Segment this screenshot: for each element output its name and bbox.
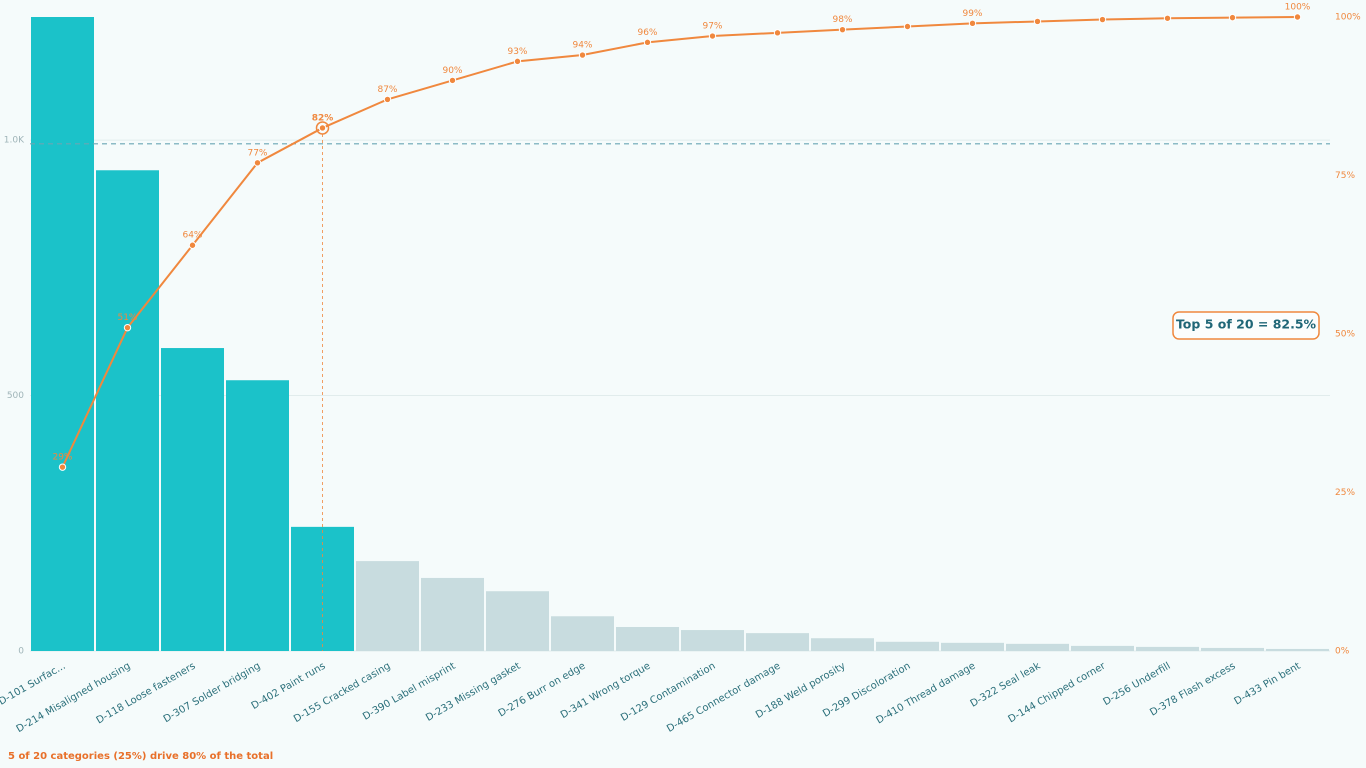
cumulative-point <box>318 124 327 132</box>
data-label: 90% <box>442 66 462 76</box>
data-label: 87% <box>377 85 397 95</box>
cumulative-point <box>1033 17 1042 26</box>
highlight-ring <box>315 121 330 135</box>
bar <box>811 638 874 651</box>
data-label: 77% <box>247 148 267 158</box>
cumulative-point <box>968 19 977 28</box>
cumulative-line <box>61 16 1298 468</box>
cumulative-point <box>123 323 132 332</box>
annotation: Top 5 of 20 = 82.5% <box>1176 317 1317 332</box>
x-tick-label: D-214 Misaligned housing <box>15 661 133 735</box>
cumulative-point <box>448 76 457 85</box>
cumulative-point <box>1228 13 1237 22</box>
bar <box>1071 645 1134 651</box>
cumulative-point <box>773 29 782 37</box>
bar <box>1201 647 1264 651</box>
y-tick-label: 500 <box>7 391 24 401</box>
cumulative-point <box>188 241 197 249</box>
bar <box>291 526 354 651</box>
cumulative-point <box>838 25 847 34</box>
bar <box>551 616 614 651</box>
bar <box>356 561 419 651</box>
annotation-box <box>1172 311 1320 340</box>
bar <box>161 348 224 651</box>
bar <box>486 591 549 651</box>
bar <box>96 170 159 652</box>
bar <box>876 641 939 651</box>
data-label: 97% <box>702 22 722 32</box>
bar <box>1136 646 1199 651</box>
footnote: 5 of 20 categories (25%) drive 80% of th… <box>8 751 273 762</box>
cumulative-point <box>1098 15 1107 24</box>
data-label: 82% <box>312 113 334 123</box>
cumulative-point <box>1163 14 1172 22</box>
data-label: 64% <box>182 231 202 241</box>
cumulative-point <box>383 95 392 104</box>
bar <box>1006 643 1069 651</box>
data-label: 93% <box>507 47 527 57</box>
y2-tick-label: 100% <box>1335 13 1361 23</box>
x-tick-label: D-465 Connector damage <box>665 661 782 735</box>
cumulative-point <box>708 32 717 40</box>
cumulative-point <box>58 463 67 471</box>
y-tick-label: 0 <box>18 647 24 657</box>
data-label: 99% <box>962 9 982 19</box>
bar <box>1266 648 1329 651</box>
cumulative-point <box>1293 13 1302 21</box>
data-label: 94% <box>572 41 592 51</box>
y2-tick-label: 50% <box>1335 330 1355 340</box>
y-tick-label: 1.0K <box>4 136 25 146</box>
cumulative-point <box>253 159 262 167</box>
x-tick-label: D-433 Pin bent <box>1233 661 1303 708</box>
y2-tick-label: 25% <box>1335 488 1355 498</box>
bar <box>31 17 94 651</box>
bar <box>421 577 484 651</box>
data-label: 29% <box>52 453 72 463</box>
y2-tick-label: 0% <box>1335 647 1350 657</box>
data-label: 100% <box>1285 3 1311 13</box>
bar <box>746 633 809 651</box>
cumulative-point <box>578 51 587 59</box>
data-label: 96% <box>637 28 657 38</box>
cumulative-point <box>903 22 912 31</box>
bar <box>616 626 679 651</box>
bar <box>226 380 289 651</box>
cumulative-point <box>643 38 652 47</box>
data-label: 51% <box>117 313 137 323</box>
cumulative-point <box>513 57 522 66</box>
bar <box>941 642 1004 651</box>
bar <box>681 630 744 651</box>
data-label: 98% <box>832 15 852 25</box>
y2-tick-label: 75% <box>1335 171 1355 181</box>
